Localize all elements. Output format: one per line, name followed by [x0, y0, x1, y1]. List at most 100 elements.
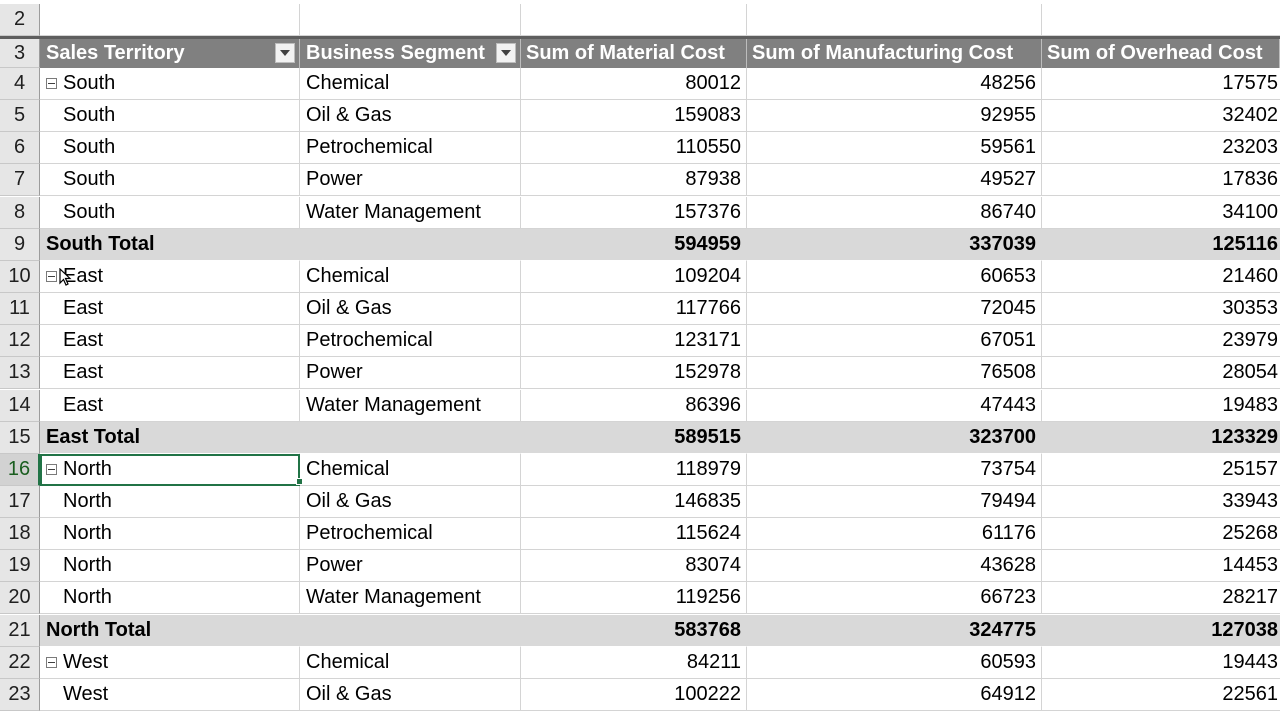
segment-cell[interactable]: Petrochemical [300, 132, 521, 164]
header-sales-territory[interactable]: Sales Territory [40, 39, 300, 68]
segment-cell[interactable]: Water Management [300, 390, 521, 422]
row-header[interactable]: 22 [0, 647, 40, 679]
row-header[interactable]: 19 [0, 550, 40, 582]
manufacturing-cost-cell[interactable]: 79494 [747, 486, 1042, 518]
cell[interactable] [40, 4, 300, 36]
material-cost-cell[interactable]: 109204 [521, 261, 747, 293]
segment-cell[interactable]: Oil & Gas [300, 100, 521, 132]
header-overhead-cost[interactable]: Sum of Overhead Cost [1042, 39, 1280, 68]
manufacturing-cost-cell[interactable]: 49527 [747, 164, 1042, 196]
row-header[interactable]: 17 [0, 486, 40, 518]
territory-cell[interactable]: South Total [40, 229, 300, 261]
overhead-cost-cell[interactable]: 25157 [1042, 454, 1280, 486]
manufacturing-cost-cell[interactable]: 73754 [747, 454, 1042, 486]
overhead-cost-cell[interactable]: 23203 [1042, 132, 1280, 164]
territory-cell[interactable]: East [40, 357, 300, 389]
filter-dropdown-icon[interactable] [275, 43, 295, 63]
segment-cell[interactable]: Chemical [300, 68, 521, 100]
row-header[interactable]: 4 [0, 68, 40, 100]
segment-cell[interactable]: Petrochemical [300, 325, 521, 357]
collapse-minus-icon[interactable] [46, 657, 57, 668]
row-header[interactable]: 3 [0, 39, 40, 68]
segment-cell[interactable]: Chemical [300, 647, 521, 679]
material-cost-cell[interactable]: 117766 [521, 293, 747, 325]
territory-cell[interactable]: West [40, 679, 300, 711]
territory-cell[interactable]: North [40, 486, 300, 518]
overhead-cost-cell[interactable]: 125116 [1042, 229, 1280, 261]
territory-cell[interactable]: East Total [40, 422, 300, 454]
manufacturing-cost-cell[interactable]: 48256 [747, 68, 1042, 100]
segment-cell[interactable]: Water Management [300, 582, 521, 614]
filter-dropdown-icon[interactable] [496, 43, 516, 63]
overhead-cost-cell[interactable]: 23979 [1042, 325, 1280, 357]
material-cost-cell[interactable]: 146835 [521, 486, 747, 518]
overhead-cost-cell[interactable]: 21460 [1042, 261, 1280, 293]
collapse-minus-icon[interactable] [46, 464, 57, 475]
manufacturing-cost-cell[interactable]: 60593 [747, 647, 1042, 679]
cell[interactable] [747, 4, 1042, 36]
manufacturing-cost-cell[interactable]: 92955 [747, 100, 1042, 132]
header-business-segment[interactable]: Business Segment [300, 39, 521, 68]
row-header[interactable]: 10 [0, 261, 40, 293]
manufacturing-cost-cell[interactable]: 61176 [747, 518, 1042, 550]
territory-cell[interactable]: South [40, 132, 300, 164]
manufacturing-cost-cell[interactable]: 43628 [747, 550, 1042, 582]
manufacturing-cost-cell[interactable]: 59561 [747, 132, 1042, 164]
territory-cell[interactable]: West [40, 647, 300, 679]
row-header[interactable]: 18 [0, 518, 40, 550]
row-header[interactable]: 8 [0, 197, 40, 229]
segment-cell[interactable]: Water Management [300, 197, 521, 229]
manufacturing-cost-cell[interactable]: 60653 [747, 261, 1042, 293]
fill-handle[interactable] [296, 478, 303, 485]
material-cost-cell[interactable]: 80012 [521, 68, 747, 100]
overhead-cost-cell[interactable]: 17836 [1042, 164, 1280, 196]
overhead-cost-cell[interactable]: 34100 [1042, 197, 1280, 229]
material-cost-cell[interactable]: 110550 [521, 132, 747, 164]
manufacturing-cost-cell[interactable]: 72045 [747, 293, 1042, 325]
row-header[interactable]: 6 [0, 132, 40, 164]
segment-cell[interactable]: Petrochemical [300, 518, 521, 550]
material-cost-cell[interactable]: 152978 [521, 357, 747, 389]
row-header[interactable]: 11 [0, 293, 40, 325]
manufacturing-cost-cell[interactable]: 66723 [747, 582, 1042, 614]
segment-cell[interactable]: Power [300, 550, 521, 582]
overhead-cost-cell[interactable]: 30353 [1042, 293, 1280, 325]
material-cost-cell[interactable]: 118979 [521, 454, 747, 486]
overhead-cost-cell[interactable]: 28054 [1042, 357, 1280, 389]
segment-cell[interactable]: Chemical [300, 261, 521, 293]
row-header[interactable]: 16 [0, 454, 40, 486]
row-header[interactable]: 5 [0, 100, 40, 132]
row-header[interactable]: 12 [0, 325, 40, 357]
segment-cell[interactable]: Power [300, 164, 521, 196]
territory-cell[interactable]: East [40, 261, 300, 293]
segment-cell[interactable] [300, 422, 521, 454]
segment-cell[interactable] [300, 615, 521, 647]
segment-cell[interactable]: Oil & Gas [300, 679, 521, 711]
territory-cell[interactable]: North [40, 518, 300, 550]
territory-cell[interactable]: South [40, 164, 300, 196]
material-cost-cell[interactable]: 589515 [521, 422, 747, 454]
overhead-cost-cell[interactable]: 25268 [1042, 518, 1280, 550]
territory-cell[interactable]: South [40, 68, 300, 100]
material-cost-cell[interactable]: 119256 [521, 582, 747, 614]
territory-cell[interactable]: North [40, 582, 300, 614]
row-header[interactable]: 9 [0, 229, 40, 261]
manufacturing-cost-cell[interactable]: 323700 [747, 422, 1042, 454]
segment-cell[interactable]: Chemical [300, 454, 521, 486]
territory-cell[interactable]: North Total [40, 615, 300, 647]
overhead-cost-cell[interactable]: 123329 [1042, 422, 1280, 454]
territory-cell[interactable]: North [40, 454, 300, 486]
row-header[interactable]: 23 [0, 679, 40, 711]
territory-cell[interactable]: South [40, 100, 300, 132]
segment-cell[interactable]: Power [300, 357, 521, 389]
row-header[interactable]: 7 [0, 164, 40, 196]
header-manufacturing-cost[interactable]: Sum of Manufacturing Cost [747, 39, 1042, 68]
row-header[interactable]: 21 [0, 615, 40, 647]
manufacturing-cost-cell[interactable]: 86740 [747, 197, 1042, 229]
territory-cell[interactable]: East [40, 293, 300, 325]
cell[interactable] [300, 4, 521, 36]
row-header[interactable]: 2 [0, 4, 40, 36]
material-cost-cell[interactable]: 84211 [521, 647, 747, 679]
material-cost-cell[interactable]: 100222 [521, 679, 747, 711]
material-cost-cell[interactable]: 583768 [521, 615, 747, 647]
